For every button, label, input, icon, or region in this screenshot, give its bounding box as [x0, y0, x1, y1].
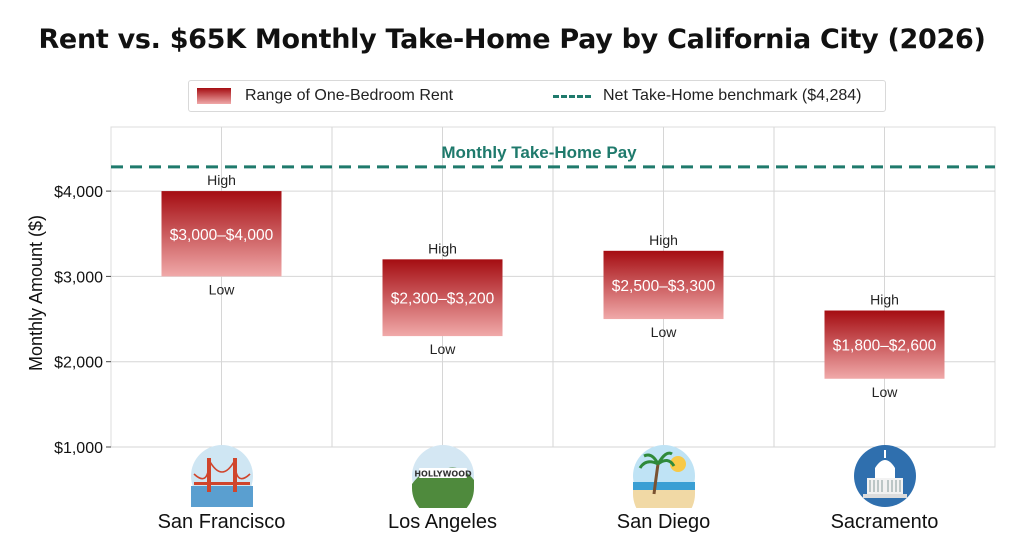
y-axis-label: Monthly Amount ($): [26, 215, 46, 371]
benchmark-swatch: [553, 94, 591, 98]
legend-item-benchmark: Net Take-Home benchmark ($4,284): [553, 81, 862, 111]
legend-item-rent-range: Range of One-Bedroom Rent: [197, 81, 453, 111]
low-label: Low: [872, 384, 899, 400]
rent-range-label: $1,800–$2,600: [833, 338, 937, 355]
rent-range-bar: [824, 310, 945, 379]
rent-range-bar: [382, 259, 503, 337]
y-tick-label: $2,000: [54, 355, 103, 372]
legend-label-benchmark: Net Take-Home benchmark ($4,284): [603, 87, 862, 104]
low-label: Low: [651, 324, 678, 340]
legend: Range of One-Bedroom Rent Net Take-Home …: [188, 80, 886, 112]
hollywood-sign-icon: HOLLYWOOD: [411, 444, 475, 519]
rent-range-label: $2,300–$3,200: [391, 291, 495, 308]
low-label: Low: [430, 341, 457, 357]
y-tick-label: $1,000: [54, 440, 103, 457]
high-label: High: [870, 292, 899, 308]
rent-range-bar: [603, 250, 724, 320]
svg-text:HOLLYWOOD: HOLLYWOOD: [414, 470, 472, 479]
rent-range-swatch: [197, 88, 231, 104]
x-tick-label: Los Angeles: [388, 511, 497, 533]
legend-label-rent-range: Range of One-Bedroom Rent: [245, 87, 454, 104]
x-tick-label: San Francisco: [157, 511, 286, 533]
chart-title: Rent vs. $65K Monthly Take-Home Pay by C…: [38, 24, 986, 55]
x-tick-label: Sacramento: [830, 511, 939, 533]
high-label: High: [207, 172, 236, 188]
y-tick-label: $4,000: [54, 184, 103, 201]
golden-gate-bridge-icon: [190, 444, 254, 513]
rent-range-bar: [161, 191, 282, 277]
palm-beach-icon: [632, 444, 696, 525]
rent-range-label: $2,500–$3,300: [612, 278, 716, 295]
x-tick-label: San Diego: [616, 511, 711, 533]
high-label: High: [649, 232, 678, 248]
benchmark-label: Monthly Take-Home Pay: [441, 143, 637, 162]
capitol-building-icon: [853, 444, 917, 513]
y-tick-label: $3,000: [54, 269, 103, 286]
low-label: Low: [209, 281, 236, 297]
high-label: High: [428, 240, 457, 256]
rent-range-label: $3,000–$4,000: [170, 227, 274, 244]
